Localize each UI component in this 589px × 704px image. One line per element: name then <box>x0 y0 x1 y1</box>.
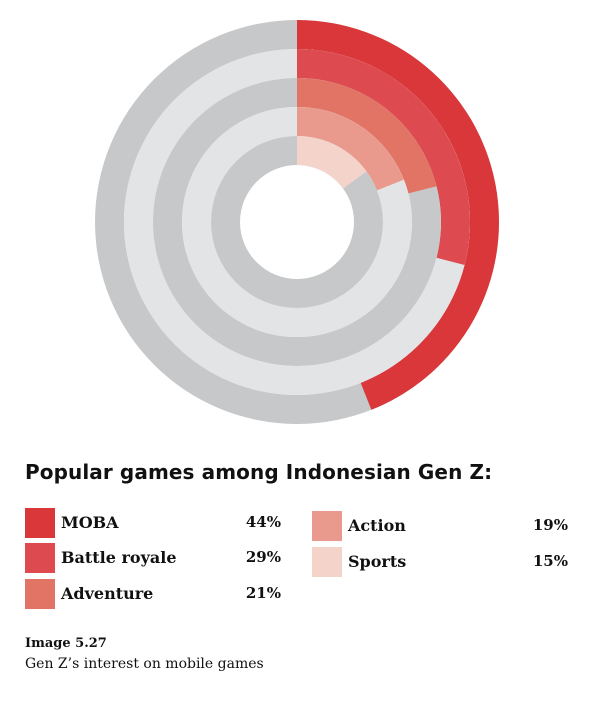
legend-label-battle-royale: Battle royale <box>61 548 177 567</box>
bar-battle-royale <box>297 49 470 266</box>
legend-item-sports: Sports 15% <box>312 547 568 579</box>
bar-adventure <box>297 78 437 194</box>
legend-value-battle-royale: 29% <box>245 548 281 566</box>
legend-label-adventure: Adventure <box>61 584 154 603</box>
chart-title: Popular games among Indonesian Gen Z: <box>25 460 493 484</box>
legend-value-moba: 44% <box>245 513 281 531</box>
legend-item-adventure: Adventure 21% <box>25 579 281 611</box>
legend-swatch-sports <box>312 547 342 577</box>
legend-swatch-adventure <box>25 579 55 609</box>
legend-label-sports: Sports <box>348 552 407 571</box>
legend-label-action: Action <box>348 516 406 535</box>
caption-number: Image 5.27 <box>25 636 107 651</box>
legend-value-sports: 15% <box>532 552 568 570</box>
legend-value-adventure: 21% <box>245 584 281 602</box>
legend-swatch-action <box>312 511 342 541</box>
legend-label-moba: MOBA <box>61 513 119 532</box>
legend-swatch-moba <box>25 508 55 538</box>
legend-swatch-battle-royale <box>25 543 55 573</box>
bar-sports <box>297 136 367 189</box>
bar-moba <box>297 20 499 410</box>
legend-item-battle-royale: Battle royale 29% <box>25 543 281 575</box>
legend-value-action: 19% <box>532 516 568 534</box>
caption-text: Gen Z’s interest on mobile games <box>25 656 264 672</box>
radial-bar-chart <box>95 20 499 424</box>
legend-item-action: Action 19% <box>312 511 568 543</box>
bar-action <box>297 107 404 191</box>
legend-item-moba: MOBA 44% <box>25 508 281 540</box>
